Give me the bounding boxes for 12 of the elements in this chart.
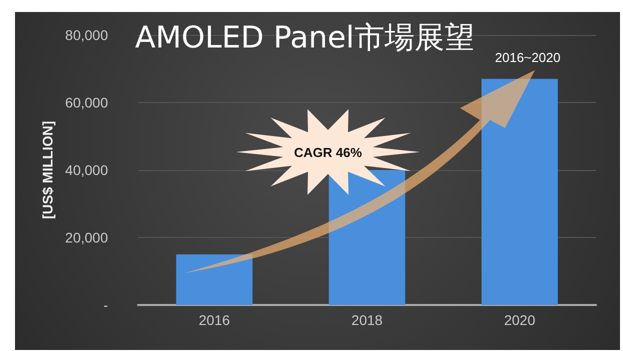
y-tick-label: -: [103, 297, 108, 313]
y-tick-label: 60,000: [65, 94, 108, 110]
x-tick-label: 2018: [351, 312, 383, 328]
chart-title: AMOLED Panel市場展望: [135, 20, 474, 56]
y-tick-label: 20,000: [65, 230, 108, 246]
y-tick-label: 40,000: [65, 162, 108, 178]
text: 2016~2020: [495, 50, 560, 65]
annotation: CAGR 46%: [294, 145, 362, 160]
y-tick-label: 80,000: [65, 27, 108, 43]
x-tick-label: 2016: [198, 312, 230, 328]
x-tick-label: 2020: [504, 312, 536, 328]
y-axis-title: [US$ MILLION]: [39, 121, 56, 219]
